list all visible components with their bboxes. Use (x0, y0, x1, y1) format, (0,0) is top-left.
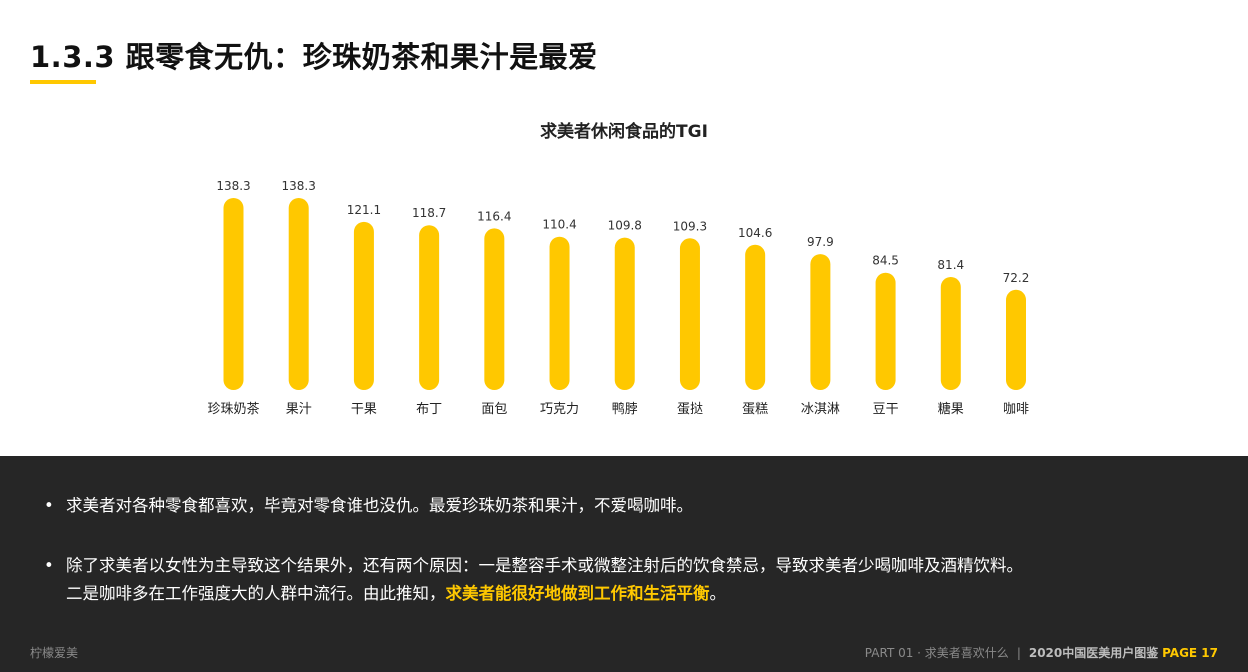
summary-panel: • 求美者对各种零食都喜欢，毕竟对零食谁也没仇。最爱珍珠奶茶和果汁，不爱喝咖啡。… (0, 456, 1248, 672)
summary-point-1-text: 求美者对各种零食都喜欢，毕竟对零食谁也没仇。最爱珍珠奶茶和果汁，不爱喝咖啡。 (66, 496, 693, 515)
bar-12 (1006, 289, 1026, 390)
summary-point-2-prefix: 二是咖啡多在工作强度大的人群中流行。由此推知， (66, 584, 446, 603)
bar-0 (223, 198, 244, 390)
footer-info: PART 01 · 求美者喜欢什么 | 2020中国医美用户图鉴 PAGE 17 (865, 644, 1218, 661)
footer-part: PART 01 · 求美者喜欢什么 (864, 646, 1009, 660)
bar-3 (419, 225, 440, 390)
category-label-7: 蛋挞 (677, 401, 703, 417)
category-label-1: 果汁 (286, 402, 312, 417)
value-label-12: 72.2 (1003, 271, 1030, 285)
footer-report-name: 2020中国医美用户图鉴 (1028, 646, 1159, 660)
bullet-icon: • (44, 556, 54, 575)
category-label-9: 冰淇淋 (801, 402, 840, 417)
bar-11 (940, 276, 961, 390)
bar-10 (875, 272, 896, 390)
summary-point-2-line-2: 二是咖啡多在工作强度大的人群中流行。由此推知，求美者能很好地做到工作和生活平衡。 (66, 580, 1236, 608)
value-label-9: 97.9 (807, 235, 834, 249)
category-label-12: 咖啡 (1003, 402, 1029, 417)
summary-highlight: 求美者能很好地做到工作和生活平衡 (445, 584, 710, 603)
footer-separator: | (1016, 646, 1021, 660)
category-label-2: 干果 (351, 402, 377, 417)
category-label-3: 布丁 (416, 402, 442, 417)
category-label-10: 豆干 (873, 402, 899, 417)
footer-brand: 柠檬爱美 (30, 646, 79, 660)
title-underline (30, 80, 96, 84)
category-label-11: 糖果 (938, 401, 964, 417)
value-label-7: 109.3 (673, 219, 707, 233)
summary-point-2-suffix: 。 (709, 584, 727, 603)
page-title: 1.3.3 跟零食无仇：珍珠奶茶和果汁是最爱 (30, 40, 598, 74)
bar-9 (810, 254, 831, 390)
category-label-0: 珍珠奶茶 (207, 401, 259, 417)
summary-point-2-text: 除了求美者以女性为主导致这个结果外，还有两个原因：一是整容手术或微整注射后的饮食… (66, 552, 1236, 608)
footer-page-number: PAGE 17 (1162, 646, 1218, 660)
value-label-11: 81.4 (937, 258, 964, 272)
bar-7 (679, 238, 700, 390)
value-label-5: 110.4 (542, 218, 576, 232)
value-label-10: 84.5 (872, 254, 899, 268)
value-label-8: 104.6 (738, 226, 772, 240)
bar-6 (614, 237, 635, 390)
summary-point-2-line-1: 除了求美者以女性为主导致这个结果外，还有两个原因：一是整容手术或微整注射后的饮食… (66, 556, 1023, 575)
category-label-5: 巧克力 (540, 402, 579, 417)
bar-2 (353, 221, 374, 390)
tgi-bar-chart: 138.3 珍珠奶茶 138.3 果汁 121.1 干果 118.7 布丁 116.4 面包 110… (207, 179, 1030, 417)
bar-1 (288, 198, 309, 390)
bar-5 (549, 236, 570, 390)
bar-4 (484, 228, 505, 390)
value-label-4: 116.4 (477, 209, 511, 223)
bullet-icon: • (44, 496, 54, 515)
value-label-3: 118.7 (412, 206, 446, 220)
category-label-8: 蛋糕 (742, 402, 768, 417)
bar-8 (745, 244, 766, 390)
category-label-4: 面包 (481, 402, 507, 417)
value-label-6: 109.8 (608, 219, 642, 233)
value-label-0: 138.3 (216, 179, 250, 193)
value-label-1: 138.3 (282, 179, 316, 193)
category-label-6: 鸭脖 (612, 401, 638, 417)
chart-title: 求美者休闲食品的TGI (540, 122, 708, 142)
value-label-2: 121.1 (347, 203, 381, 217)
